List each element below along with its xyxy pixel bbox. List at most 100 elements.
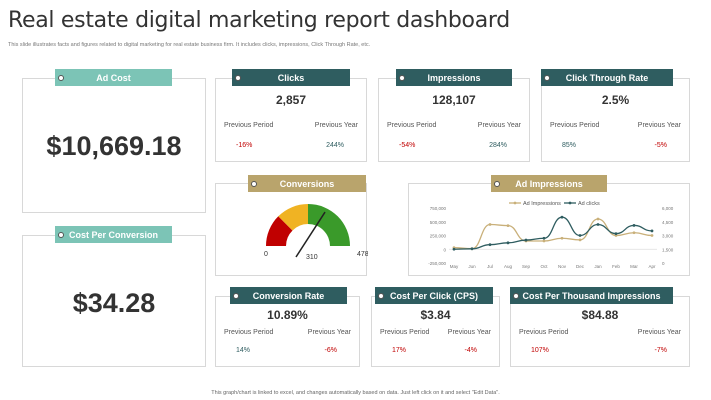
conversion-rate-value: 10.89%	[267, 308, 308, 322]
cost-per-conversion-card: $34.28	[22, 235, 206, 367]
left-tick-label: 750,000	[430, 206, 447, 211]
footer-note: This graph/chart is linked to excel, and…	[211, 390, 500, 396]
cpm-value: $84.88	[581, 308, 619, 322]
impressions-value: 128,107	[432, 93, 476, 107]
conversion-rate-card: 10.89% Previous Period Previous Year 14%…	[215, 296, 360, 367]
gauge-needle	[295, 211, 326, 258]
data-point	[596, 223, 600, 226]
previous-year-value: -6%	[324, 347, 337, 354]
previous-year-value: -5%	[654, 142, 667, 149]
conversions-card: 0 310 478	[215, 183, 368, 276]
right-tick-label: 3,000	[662, 234, 674, 239]
impressions-label: Impressions	[427, 72, 481, 83]
previous-period-label: Previous Period	[519, 329, 569, 336]
previous-year-value: -4%	[464, 347, 477, 354]
previous-period-label: Previous Period	[387, 122, 437, 129]
pin-icon	[494, 181, 500, 187]
data-point	[560, 215, 564, 219]
x-tick-label: Sep	[522, 264, 531, 269]
data-point	[650, 234, 654, 237]
pin-icon	[58, 232, 64, 238]
legend-label: Ad clicks	[578, 201, 600, 207]
previous-period-label: Previous Period	[224, 329, 274, 336]
previous-period-label: Previous Period	[380, 329, 430, 336]
pin-icon	[399, 75, 405, 81]
pin-icon	[378, 293, 384, 299]
gauge-green-segment	[308, 204, 350, 246]
pin-icon	[233, 293, 239, 299]
conversion-rate-label: Conversion Rate	[252, 290, 325, 301]
ctr-value: 2.5%	[601, 93, 630, 107]
clicks-card: 2,857 Previous Period Previous Year -16%…	[215, 78, 367, 162]
x-tick-label: Jun	[468, 264, 476, 269]
page-subtitle: This slide illustrates facts and figures…	[8, 42, 371, 48]
data-point	[650, 229, 654, 233]
data-point	[632, 224, 636, 227]
data-point	[542, 239, 546, 243]
cpc-card: $3.84 Previous Period Previous Year 17% …	[371, 296, 500, 367]
previous-period-value: 14%	[236, 347, 251, 354]
data-point	[488, 243, 492, 247]
data-point	[578, 238, 582, 242]
page-title: Real estate digital marketing report das…	[8, 8, 510, 33]
cost-per-conversion-label: Cost Per Conversion	[68, 229, 159, 240]
previous-period-value: 17%	[392, 347, 407, 354]
ad-impressions-chart: 750,000 500,000 250,000 0 -250,000 6,000 4,500…	[428, 201, 674, 269]
data-point	[452, 247, 456, 251]
clicks-value: 2,857	[275, 93, 307, 107]
x-tick-label: Dec	[576, 264, 585, 269]
previous-year-label: Previous Year	[477, 122, 521, 129]
left-tick-label: 500,000	[430, 220, 447, 225]
data-point	[578, 234, 582, 237]
previous-year-label: Previous Year	[447, 329, 491, 336]
x-tick-label: Feb	[612, 264, 620, 269]
pin-icon	[58, 75, 64, 81]
pin-icon	[513, 293, 519, 299]
legend-marker	[568, 201, 572, 205]
gauge-yellow-segment	[278, 204, 308, 231]
previous-year-label: Previous Year	[307, 329, 351, 336]
data-point	[488, 223, 492, 226]
data-point	[596, 217, 600, 221]
previous-year-value: 244%	[326, 142, 344, 149]
ad-impressions-label: Ad Impressions	[515, 178, 583, 189]
x-tick-label: Aug	[504, 264, 513, 269]
gauge-value: 310	[306, 254, 318, 261]
previous-year-label: Previous Year	[314, 122, 358, 129]
gauge-max: 478	[357, 251, 368, 258]
clicks-label: Clicks	[277, 72, 305, 83]
gauge-red-segment	[266, 216, 293, 246]
data-point	[542, 236, 546, 240]
cost-per-conversion-tag: Cost Per Conversion	[55, 226, 172, 243]
cpc-label: Cost Per Click (CPS)	[389, 290, 479, 301]
right-tick-label: 1,500	[662, 247, 674, 252]
right-tick-label: 0	[662, 261, 665, 266]
previous-period-value: 85%	[562, 142, 577, 149]
ad-cost-tag: Ad Cost	[55, 69, 172, 86]
previous-year-value: 284%	[489, 142, 507, 149]
gauge-min: 0	[264, 251, 268, 258]
ctr-tag: Click Through Rate	[541, 69, 673, 86]
right-tick-label: 6,000	[662, 206, 674, 211]
cost-per-conversion-value: $34.28	[72, 288, 156, 318]
x-tick-label: Jan	[594, 264, 602, 269]
conversion-rate-tag: Conversion Rate	[230, 287, 347, 304]
data-point	[506, 224, 510, 227]
ad-impressions-tag: Ad Impressions	[491, 175, 607, 192]
previous-period-label: Previous Period	[550, 122, 600, 129]
data-point	[524, 238, 528, 242]
right-tick-label: 4,500	[662, 220, 674, 225]
data-point	[470, 247, 474, 251]
previous-year-value: -7%	[654, 347, 667, 354]
left-tick-label: 250,000	[430, 234, 447, 239]
data-point	[506, 241, 510, 245]
cpc-tag: Cost Per Click (CPS)	[375, 287, 493, 304]
previous-period-label: Previous Period	[224, 122, 274, 129]
legend-label: Ad Impressions	[523, 201, 561, 207]
cpc-value: $3.84	[420, 308, 451, 322]
x-tick-label: Mar	[630, 264, 638, 269]
previous-period-value: -16%	[236, 142, 253, 149]
x-tick-label: Jul	[487, 264, 493, 269]
cpm-tag: Cost Per Thousand Impressions	[510, 287, 673, 304]
series-line-0	[453, 218, 653, 250]
